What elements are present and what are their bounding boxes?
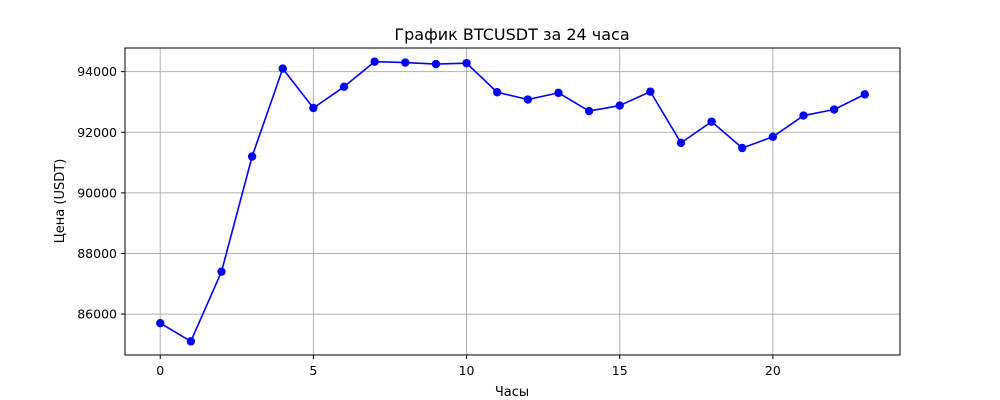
y-tick-label: 88000: [77, 246, 117, 261]
y-tick-label: 92000: [77, 125, 117, 140]
x-axis-ticks: 0 5 10 15 20: [156, 355, 781, 378]
data-point: [738, 143, 747, 153]
y-tick-label: 94000: [77, 64, 117, 79]
data-point: [401, 58, 410, 67]
data-point: [646, 87, 655, 96]
x-tick-label: 5: [309, 363, 317, 378]
data-point: [156, 318, 165, 328]
data-point: [707, 117, 716, 126]
data-point: [554, 88, 563, 98]
x-axis-label: Часы: [495, 385, 529, 400]
series-group: [156, 57, 869, 346]
data-point: [339, 82, 349, 91]
y-tick-label: 86000: [77, 307, 117, 322]
x-tick-label: 20: [765, 363, 781, 378]
y-axis-label: Цена (USDT): [53, 159, 68, 244]
data-point: [768, 132, 778, 141]
data-point: [799, 111, 808, 120]
x-tick-label: 15: [612, 363, 628, 378]
data-point: [309, 103, 318, 113]
series-line: [159, 60, 866, 343]
data-point: [431, 59, 441, 69]
x-tick-label: 0: [156, 363, 164, 378]
y-axis-ticks: 86000 88000 90000 92000 94000: [77, 64, 125, 322]
data-point: [860, 90, 869, 99]
data-point: [492, 88, 502, 97]
data-point: [186, 337, 196, 346]
data-point: [217, 267, 226, 276]
plot-frame: [124, 47, 901, 356]
data-point: [584, 106, 594, 116]
data-point: [829, 105, 839, 114]
data-point: [523, 95, 533, 104]
chart-title: График BTCUSDT за 24 часа: [394, 25, 629, 44]
data-point: [615, 101, 624, 110]
data-point: [370, 57, 379, 66]
y-tick-label: 90000: [77, 185, 117, 200]
data-point: [676, 138, 686, 148]
grid-lines: [125, 48, 900, 355]
x-tick-label: 10: [459, 363, 475, 378]
data-point: [247, 152, 257, 161]
data-point: [462, 58, 471, 68]
data-point: [278, 64, 287, 73]
